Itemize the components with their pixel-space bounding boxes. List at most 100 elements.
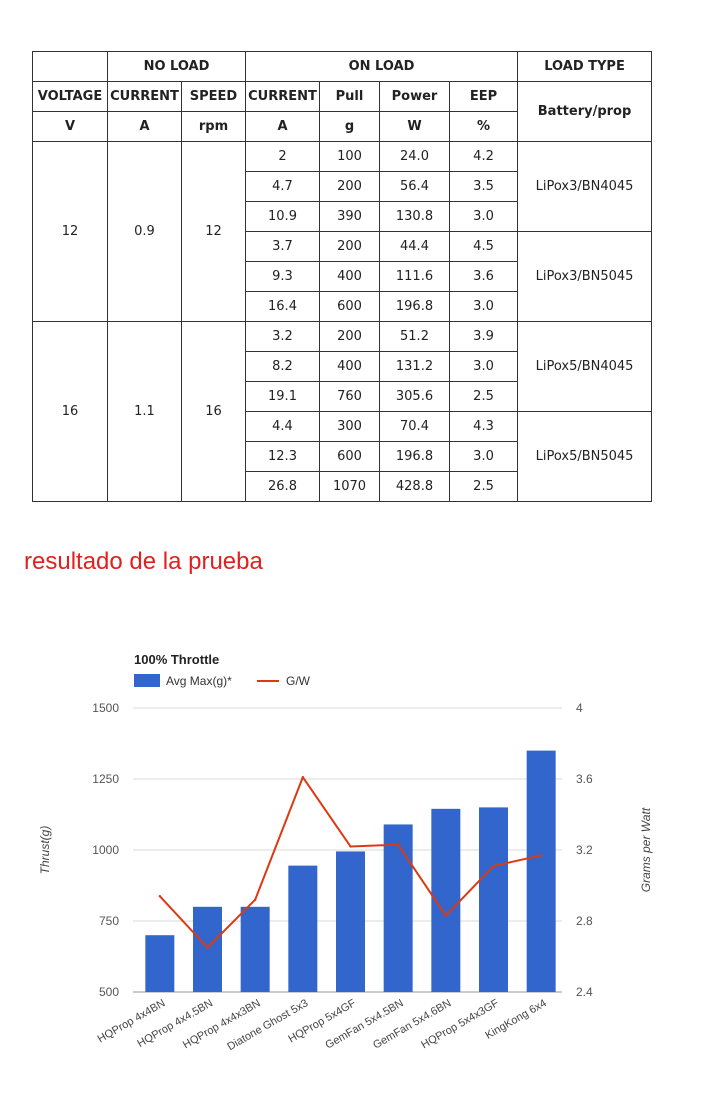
blank-header-cell [32, 51, 108, 82]
bar [193, 906, 222, 992]
power-cell: 131.2 [379, 351, 450, 382]
column-header: VOLTAGE [32, 81, 108, 112]
bar [240, 906, 270, 992]
pull-cell: 1070 [319, 471, 380, 502]
eep-cell: 2.5 [448, 471, 519, 502]
load-current-cell: 3.2 [245, 321, 320, 352]
gw-point [349, 845, 352, 848]
on-load-header: ON LOAD [244, 51, 519, 82]
data-row: 16.4 600 196.8 3.0 [33, 291, 652, 322]
bar [336, 851, 365, 992]
load-current-cell: 9.3 [245, 261, 320, 292]
load-type-header: LOAD TYPE [517, 51, 653, 82]
gw-point [444, 914, 448, 917]
legend-bar-swatch [134, 674, 160, 687]
bar [479, 807, 508, 992]
y-tick-label: 500 [99, 985, 119, 999]
pull-cell: 100 [319, 141, 380, 172]
unit-header: V [32, 111, 108, 142]
column-header: EEP [448, 81, 519, 112]
pull-cell: 400 [319, 351, 380, 382]
power-cell: 428.8 [379, 471, 450, 502]
x-tick-label: Diatone Ghost 5x3 [225, 997, 310, 1053]
battery-prop-header: Battery/prop [517, 81, 653, 142]
gw-point [253, 898, 257, 901]
load-current-cell: 3.7 [245, 231, 320, 262]
unit-header: A [107, 111, 182, 142]
gw-point [539, 854, 543, 857]
eep-cell: 2.5 [448, 381, 519, 412]
unit-header: g [319, 111, 380, 142]
eep-cell: 3.0 [448, 441, 519, 472]
specs-table-body: NO LOAD ON LOAD LOAD TYPE VOLTAGE CURRENT SPE… [32, 51, 653, 502]
bar [288, 865, 318, 992]
unit-header: A [245, 111, 320, 142]
y-tick-label: 750 [99, 914, 119, 928]
data-row: 16 1.1 16 3.2 200 51.2 3.9 LiPox5/BN4045 [32, 321, 653, 502]
load-type-cell: LiPox3/BN4045 [517, 141, 653, 232]
eep-cell: 4.3 [448, 411, 519, 442]
load-current-cell: 16.4 [245, 291, 320, 322]
gw-point [158, 894, 162, 898]
pull-cell: 400 [319, 261, 380, 292]
column-header: CURRENT [245, 81, 320, 112]
no-load-current-cell: 1.1 [107, 321, 182, 502]
power-cell: 70.4 [379, 411, 450, 442]
bar [383, 824, 413, 992]
legend-line-label: G/W [286, 674, 311, 688]
eep-cell: 3.5 [448, 171, 519, 202]
y-axis-title: Thrust(g) [38, 826, 52, 875]
y2-tick-label: 4 [576, 701, 583, 715]
pull-cell: 390 [319, 201, 380, 232]
gw-point [206, 946, 209, 949]
load-current-cell: 4.7 [245, 171, 320, 202]
eep-cell: 3.0 [448, 351, 519, 382]
unit-header: rpm [181, 111, 246, 142]
load-current-cell: 19.1 [245, 381, 320, 412]
pull-cell: 200 [319, 321, 380, 352]
voltage-cell: 16 [32, 321, 108, 502]
load-current-cell: 4.4 [245, 411, 320, 442]
gw-point [396, 843, 400, 846]
eep-cell: 3.6 [448, 261, 519, 292]
gw-point [301, 776, 305, 779]
power-cell: 305.6 [379, 381, 450, 412]
group-header-row: NO LOAD ON LOAD LOAD TYPE [32, 51, 653, 82]
column-header: Power [379, 81, 450, 112]
specs-table: NO LOAD ON LOAD LOAD TYPE VOLTAGE CURRENT SPE… [32, 51, 653, 502]
unit-header: % [448, 111, 519, 142]
column-header-row: VOLTAGE CURRENT SPEED CURRENT Pull Power EEP Ba… [32, 81, 653, 142]
power-cell: 56.4 [379, 171, 450, 202]
power-cell: 196.8 [379, 291, 450, 322]
column-header: Pull [319, 81, 380, 112]
y2-tick-label: 3.2 [576, 843, 593, 857]
load-current-cell: 10.9 [245, 201, 320, 232]
y2-tick-label: 2.4 [576, 985, 593, 999]
eep-cell: 4.5 [448, 231, 519, 262]
load-current-cell: 2 [245, 141, 320, 172]
load-type-cell: LiPox3/BN5045 [517, 231, 653, 322]
pull-cell: 600 [319, 441, 380, 472]
power-cell: 24.0 [379, 141, 450, 172]
data-row: 9.3 400 111.6 3.6 [33, 261, 652, 292]
pull-cell: 200 [319, 231, 380, 262]
gw-point [492, 864, 495, 868]
eep-cell: 3.0 [448, 201, 519, 232]
y2-tick-label: 2.8 [576, 914, 593, 928]
pull-cell: 760 [319, 381, 380, 412]
y2-axis-title: Grams per Watt [639, 807, 653, 892]
data-row: 12.3 600 196.8 3.0 [33, 441, 652, 472]
power-cell: 130.8 [379, 201, 450, 232]
pull-cell: 600 [319, 291, 380, 322]
y2-tick-label: 3.6 [576, 772, 593, 786]
column-header: CURRENT [107, 81, 182, 112]
results-caption: resultado de la prueba [24, 548, 263, 575]
pull-cell: 200 [319, 171, 380, 202]
y-tick-label: 1500 [92, 701, 119, 715]
no-load-current-cell: 0.9 [107, 141, 182, 322]
data-row: 3.7 200 44.4 4.5 LiPox3/BN5045 [33, 231, 653, 322]
speed-cell: 12 [181, 141, 246, 322]
power-cell: 44.4 [379, 231, 450, 262]
data-row: 4.7 200 56.4 3.5 [33, 171, 652, 202]
